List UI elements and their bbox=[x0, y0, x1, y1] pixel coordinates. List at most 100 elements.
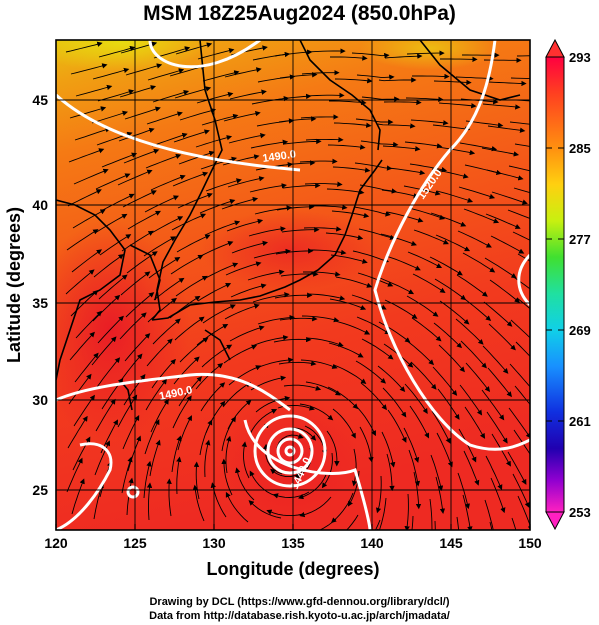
streamline bbox=[307, 293, 346, 301]
streamline bbox=[429, 498, 433, 530]
streamline bbox=[92, 67, 130, 80]
streamline bbox=[72, 209, 106, 229]
streamline bbox=[221, 196, 259, 210]
streamline bbox=[334, 78, 373, 84]
streamline bbox=[67, 189, 102, 207]
streamline bbox=[403, 427, 420, 463]
streamline bbox=[97, 315, 124, 344]
streamline bbox=[457, 230, 492, 248]
streamline bbox=[225, 435, 232, 474]
streamline bbox=[488, 80, 527, 87]
streamline bbox=[172, 395, 192, 429]
streamline bbox=[361, 338, 394, 360]
streamline bbox=[305, 381, 341, 396]
streamline bbox=[91, 110, 128, 124]
streamline bbox=[73, 394, 95, 427]
streamline bbox=[333, 122, 372, 128]
streamline bbox=[278, 116, 317, 123]
streamline bbox=[326, 430, 340, 467]
streamline bbox=[375, 475, 382, 514]
streamline bbox=[94, 213, 128, 234]
streamline bbox=[516, 297, 530, 310]
streamline bbox=[119, 85, 157, 98]
streamline bbox=[272, 491, 310, 499]
streamline bbox=[70, 63, 108, 75]
streamline bbox=[226, 218, 264, 232]
streamline bbox=[96, 357, 121, 388]
streamline bbox=[98, 274, 128, 300]
streamline bbox=[231, 240, 269, 254]
streamline bbox=[489, 279, 521, 303]
streamline bbox=[358, 228, 396, 241]
streamline bbox=[120, 271, 151, 296]
streamline bbox=[229, 89, 267, 100]
streamline bbox=[146, 111, 183, 125]
streamline bbox=[381, 431, 396, 468]
streamline bbox=[125, 292, 155, 318]
streamline bbox=[73, 168, 109, 185]
streamline bbox=[249, 409, 278, 435]
streamline bbox=[222, 382, 252, 408]
streamline bbox=[118, 127, 155, 142]
streamline bbox=[67, 415, 88, 449]
streamline bbox=[481, 389, 505, 421]
streamline bbox=[303, 226, 342, 232]
x-tick-140: 140 bbox=[360, 535, 384, 551]
colorbar-tick-261: 261 bbox=[569, 414, 591, 429]
streamline bbox=[485, 213, 521, 229]
y-tick-30: 30 bbox=[32, 392, 48, 408]
colorbar-bottom-arrow bbox=[545, 511, 565, 531]
streamline bbox=[325, 232, 364, 241]
streamline bbox=[148, 257, 181, 279]
streamline bbox=[197, 282, 232, 302]
streamline bbox=[379, 277, 415, 295]
streamline bbox=[489, 521, 493, 530]
streamline bbox=[179, 108, 217, 121]
streamline bbox=[488, 323, 516, 351]
streamline bbox=[250, 139, 289, 149]
streamline bbox=[121, 230, 154, 252]
streamline bbox=[408, 207, 446, 220]
streamline bbox=[195, 135, 233, 148]
streamline bbox=[282, 182, 321, 189]
streamline bbox=[510, 77, 530, 79]
streamline bbox=[361, 96, 400, 102]
streamline bbox=[144, 195, 179, 213]
streamline bbox=[127, 435, 142, 472]
streamline bbox=[431, 168, 469, 179]
streamline bbox=[356, 316, 391, 335]
streamline bbox=[174, 316, 205, 341]
streamline bbox=[309, 204, 348, 210]
streamline bbox=[404, 383, 428, 414]
streamline bbox=[484, 499, 494, 530]
streamline bbox=[351, 52, 390, 59]
streamline bbox=[146, 482, 153, 521]
streamline bbox=[412, 73, 450, 80]
streamline bbox=[413, 471, 422, 510]
streamline bbox=[117, 394, 138, 428]
streamline bbox=[179, 337, 209, 363]
streamline bbox=[145, 378, 168, 411]
x-tick-150: 150 bbox=[518, 535, 542, 551]
streamline bbox=[410, 119, 449, 126]
streamline bbox=[355, 118, 394, 125]
streamline bbox=[516, 55, 530, 57]
streamline bbox=[508, 165, 530, 172]
streamline bbox=[225, 491, 249, 523]
streamline bbox=[429, 256, 463, 276]
streamline bbox=[382, 145, 421, 152]
streamline bbox=[68, 148, 105, 163]
streamline bbox=[510, 319, 530, 339]
streamline bbox=[436, 432, 453, 468]
streamline bbox=[205, 178, 242, 192]
streamline bbox=[266, 509, 304, 517]
streamline bbox=[356, 74, 395, 80]
streamline bbox=[430, 212, 467, 227]
streamline bbox=[299, 496, 332, 518]
streamline bbox=[381, 189, 420, 199]
streamline bbox=[509, 121, 530, 125]
streamline bbox=[150, 174, 186, 191]
streamline bbox=[360, 382, 387, 411]
streamline bbox=[93, 482, 104, 520]
streamline bbox=[328, 342, 364, 358]
